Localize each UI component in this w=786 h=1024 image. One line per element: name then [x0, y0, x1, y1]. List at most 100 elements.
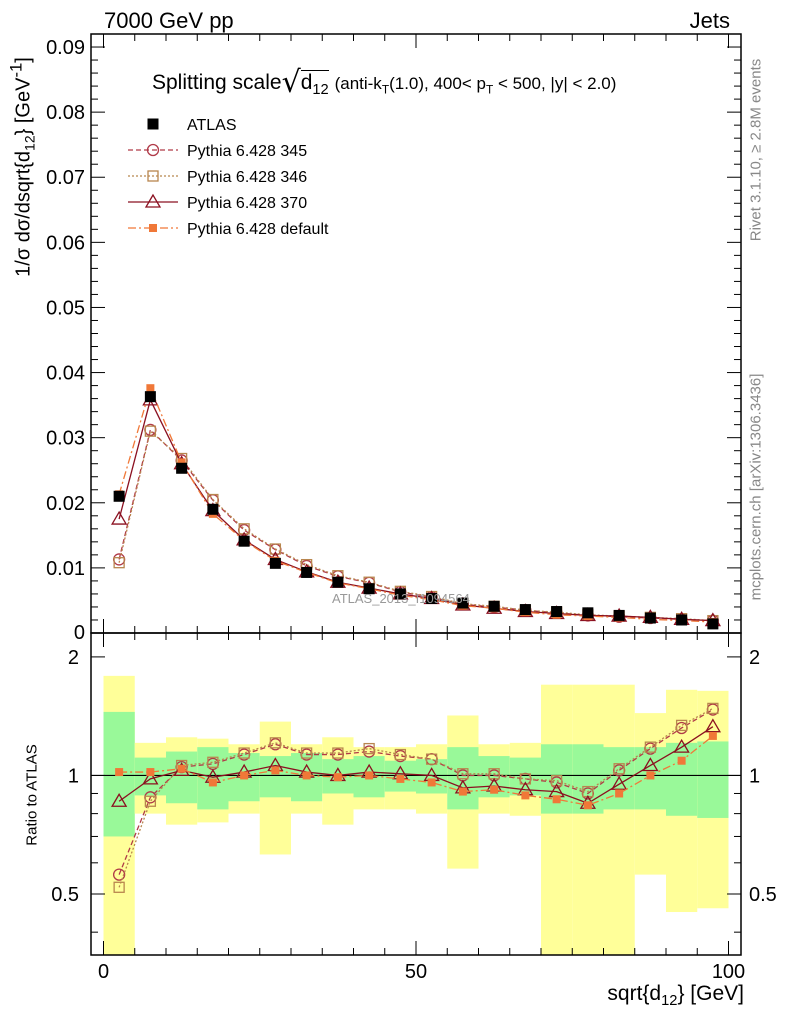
analysis-watermark: ATLAS_2013_I1094564	[332, 591, 470, 606]
band-inner-bin	[259, 756, 291, 798]
tick-labels: 0 50 100 0.01 0.02 0.03 0.04 0.05 0.06 0.07 0.08 0.…	[46, 37, 777, 983]
ratio-point-pythia-6-428-346	[300, 747, 313, 759]
ratio-point-pythia-6-428-346	[675, 719, 688, 732]
header-energy-label: 7000 GeV pp	[104, 8, 234, 33]
ratio-point-pythia-6-428-345	[112, 868, 126, 881]
ratio-point-pythia-6-428-346	[457, 768, 469, 780]
ratio-point-pythia-6-428-default	[146, 768, 155, 777]
y-tick-label-top: 0.07	[46, 167, 85, 189]
title-main: Splitting scale	[152, 71, 282, 94]
x-tick-label: 50	[405, 961, 427, 983]
ratio-point-pythia-6-428-346	[394, 748, 407, 761]
point-pythia-6-428-default	[146, 384, 155, 393]
plot-title: Splitting scale√d12 (anti-kT(1.0), 400< …	[152, 62, 617, 100]
point-atlas	[269, 557, 281, 569]
y-tick-label-ratio-right: 1	[749, 765, 760, 787]
point-atlas	[113, 490, 125, 502]
point-pythia-6-428-370	[110, 510, 128, 525]
sqrt-symbol-icon: √	[281, 65, 301, 100]
point-atlas	[207, 503, 219, 515]
point-atlas	[582, 607, 594, 619]
ratio-point-pythia-6-428-370	[110, 792, 128, 807]
ratio-point-pythia-6-428-default	[552, 795, 561, 804]
ratio-point-pythia-6-428-default	[521, 791, 530, 800]
legend-label-pythia-6-428-345: Pythia 6.428 345	[187, 143, 307, 160]
point-atlas	[613, 609, 625, 621]
band-inner-bin	[666, 742, 698, 816]
ratio-point-pythia-6-428-346	[144, 795, 157, 807]
legend-marker-pythia-6-428-345	[146, 143, 160, 157]
legend-label-atlas: ATLAS	[187, 117, 237, 134]
rivet-version-note: Rivet 3.1.10, ≥ 2.8M events	[747, 58, 765, 242]
ratio-point-pythia-6-428-default	[271, 766, 280, 775]
ratio-point-pythia-6-428-default	[490, 785, 499, 794]
mcplots-source-note: mcplots.cern.ch [arXiv:1306.3436]	[747, 373, 765, 601]
band-inner-bin	[166, 751, 198, 804]
ratio-point-pythia-6-428-default	[427, 778, 436, 787]
ratio-point-pythia-6-428-default	[177, 764, 186, 773]
x-tick-label: 100	[712, 961, 745, 983]
point-pythia-6-428-346	[113, 557, 125, 569]
ratio-point-pythia-6-428-346	[644, 741, 657, 753]
title-var: d12	[300, 70, 329, 99]
point-atlas	[301, 566, 313, 578]
legend-label-pythia-6-428-370: Pythia 6.428 370	[187, 195, 307, 212]
y-axis-label-main: 1/σ dσ/dsqrt{d12} [GeV-1]	[6, 57, 38, 277]
header-process-label: Jets	[689, 8, 730, 33]
point-atlas	[551, 606, 563, 618]
ratio-point-pythia-6-428-default	[365, 771, 374, 780]
data-series	[110, 384, 722, 893]
point-atlas	[332, 576, 344, 588]
y-tick-label-top: 0.04	[46, 363, 85, 385]
y-tick-label-top: 0.01	[46, 558, 85, 580]
ratio-point-pythia-6-428-346	[207, 756, 219, 768]
point-atlas	[707, 618, 719, 630]
band-outer-bin	[603, 684, 635, 955]
ratio-point-pythia-6-428-370	[610, 775, 628, 790]
point-atlas	[519, 604, 531, 616]
point-atlas	[488, 600, 500, 612]
y-tick-label-ratio-right: 2	[749, 647, 760, 669]
ratio-point-pythia-6-428-346	[425, 753, 438, 765]
ratio-point-pythia-6-428-default	[677, 756, 686, 765]
point-atlas	[238, 535, 250, 547]
point-atlas	[394, 588, 406, 600]
ratio-point-pythia-6-428-370	[142, 770, 159, 785]
y-tick-label-ratio-right: 0.5	[749, 884, 777, 906]
ratio-point-pythia-6-428-346	[113, 881, 125, 893]
point-pythia-6-428-346	[144, 425, 157, 437]
y-tick-label-ratio: 0.5	[51, 884, 79, 906]
point-atlas	[644, 612, 656, 624]
point-atlas	[363, 583, 375, 595]
legend-marker-pythia-6-428-370	[144, 193, 162, 208]
y-tick-label-top: 0	[74, 622, 85, 644]
ratio-point-pythia-6-428-default	[240, 771, 249, 780]
point-pythia-6-428-default	[177, 458, 186, 467]
y-tick-label-top: 0.05	[46, 297, 85, 319]
legend-label-pythia-6-428-default: Pythia 6.428 default	[187, 221, 329, 238]
ratio-point-pythia-6-428-default	[333, 773, 342, 782]
y-tick-label-top: 0.08	[46, 102, 85, 124]
ratio-point-pythia-6-428-346	[238, 747, 250, 759]
ratio-line-pythia-6-428-default	[119, 735, 714, 806]
title-cuts: (anti-kT(1.0), 400< pT < 500, |y| < 2.0)	[334, 74, 617, 97]
legend-marker-atlas	[147, 118, 159, 130]
y-tick-label-top: 0.03	[46, 428, 85, 450]
ratio-point-pythia-6-428-346	[332, 747, 344, 759]
point-atlas	[457, 597, 469, 609]
ratio-point-pythia-6-428-default	[458, 787, 467, 796]
ratio-point-pythia-6-428-346	[363, 742, 375, 755]
ratio-point-pythia-6-428-370	[673, 738, 690, 753]
y-tick-label-ratio: 1	[68, 765, 79, 787]
y-axis-label-ratio: Ratio to ATLAS	[23, 744, 41, 846]
ratio-point-pythia-6-428-default	[708, 731, 717, 740]
axes-frame	[90, 33, 742, 956]
band-inner-bin	[697, 741, 729, 818]
point-pythia-6-428-346	[269, 543, 282, 555]
band-outer-bin	[572, 684, 604, 955]
point-atlas	[176, 462, 188, 474]
ratio-point-pythia-6-428-370	[704, 718, 722, 733]
point-atlas	[676, 614, 688, 626]
legend-marker-pythia-6-428-default	[149, 224, 157, 232]
